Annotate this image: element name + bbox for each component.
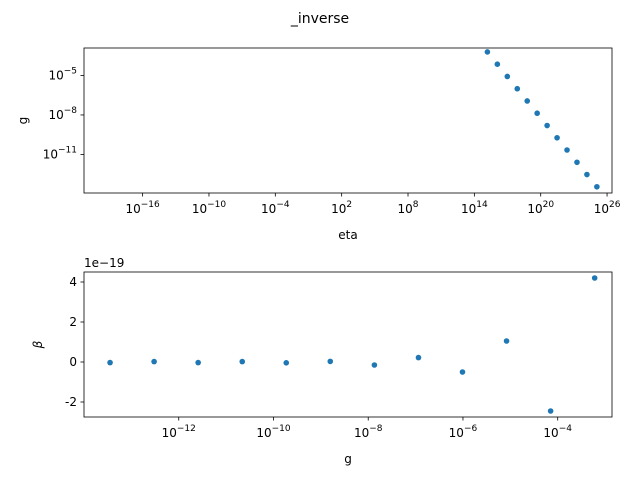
x-tick-label: 10−12 <box>162 424 196 440</box>
point <box>514 85 521 92</box>
x-tick-label: 102 <box>331 200 352 216</box>
point <box>594 183 600 190</box>
y-tick-label: 10−5 <box>48 66 77 82</box>
point <box>574 159 580 166</box>
point <box>524 98 531 104</box>
point <box>151 358 157 365</box>
point <box>195 359 201 366</box>
point <box>494 61 501 68</box>
x-tick-label: 10−16 <box>125 200 160 216</box>
x-tick-label: 10−8 <box>354 424 383 440</box>
y-axis-label: β <box>31 340 45 349</box>
point <box>107 359 113 366</box>
x-axis-label: g <box>344 452 352 466</box>
y-tick-label: 4 <box>69 275 77 289</box>
x-tick-label: 10−10 <box>192 200 227 216</box>
point <box>239 358 246 365</box>
x-tick-label: 10−10 <box>256 424 291 440</box>
point <box>327 358 334 365</box>
point <box>591 275 598 281</box>
x-tick-label: 1020 <box>527 200 554 216</box>
point <box>371 362 378 368</box>
x-tick-label: 1026 <box>594 200 621 216</box>
point <box>283 360 290 366</box>
point <box>554 134 560 141</box>
x-tick-label: 1014 <box>461 200 488 216</box>
point <box>547 408 554 414</box>
x-tick-label: 10−4 <box>543 424 572 440</box>
y-tick-label: 0 <box>69 355 77 369</box>
point <box>564 147 570 153</box>
point <box>534 110 540 117</box>
x-tick-label: 10−6 <box>449 424 478 440</box>
x-axis-label: eta <box>338 228 357 242</box>
y-tick-label: 10−8 <box>48 106 77 122</box>
y-tick-label: 10−11 <box>43 145 77 161</box>
point <box>459 369 466 375</box>
y-tick-label: -2 <box>65 395 77 409</box>
point <box>484 49 491 55</box>
point <box>415 354 422 361</box>
point <box>584 171 590 178</box>
axes-frame <box>83 47 613 194</box>
y-tick-label: 2 <box>69 315 77 329</box>
point <box>503 338 510 344</box>
point <box>544 122 550 129</box>
y-offset-label: 1e−19 <box>84 256 124 270</box>
y-axis-label: g <box>16 117 30 125</box>
figure-title: _inverse <box>290 11 349 27</box>
axes-frame <box>83 271 613 418</box>
x-tick-label: 10−4 <box>261 200 290 216</box>
x-tick-label: 108 <box>398 200 419 216</box>
point <box>504 73 511 80</box>
